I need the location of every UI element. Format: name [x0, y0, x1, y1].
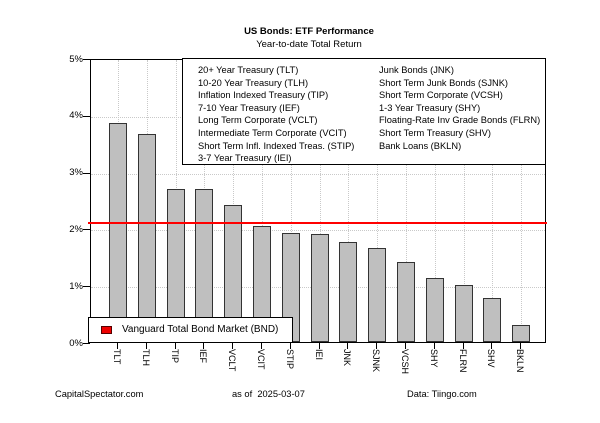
bar-FLRN: [454, 285, 473, 342]
y-axis-label: 0%: [69, 337, 83, 349]
y-axis-label: 1%: [69, 280, 83, 292]
x-axis-label-FLRN: FLRN: [457, 349, 468, 373]
title-block: US Bonds: ETF Performance Year-to-date T…: [81, 25, 537, 51]
etf-legend-item: 20+ Year Treasury (TLT): [198, 65, 299, 75]
x-axis-tick: [174, 343, 176, 349]
x-axis-tick: [203, 343, 205, 349]
grid-line-v: [262, 60, 263, 342]
y-axis-tick: [83, 229, 90, 231]
etf-legend-item: Intermediate Term Corporate (VCIT): [198, 127, 347, 138]
x-axis-tick: [433, 343, 435, 349]
y-axis-tick: [83, 286, 90, 288]
x-axis-label-VCIT: VCIT: [256, 349, 266, 370]
x-axis-tick: [145, 343, 147, 349]
x-axis-label-JNK: JNK: [342, 349, 353, 367]
etf-legend-item: Floating-Rate Inv Grade Bonds (FLRN): [379, 115, 541, 126]
footer-data-source: Data: Tiingo.com: [407, 389, 477, 399]
x-axis-tick: [462, 343, 464, 349]
bar-BKLN: [512, 324, 531, 342]
x-axis-label-BKLN: BKLN: [515, 349, 526, 373]
page-title: US Bonds: ETF Performance: [244, 26, 374, 37]
grid-line-v: [463, 60, 465, 342]
x-axis-tick: [318, 343, 320, 349]
x-axis-label-SHV: SHV: [486, 349, 497, 368]
x-axis-label-STIP: STIP: [284, 349, 295, 370]
x-axis-label-TLT: TLT: [112, 349, 122, 365]
x-axis-label-VCLT: VCLT: [227, 349, 238, 372]
etf-legend-item: Bank Loans (BKLN): [379, 140, 462, 151]
x-axis-label-IEF: IEF: [198, 349, 209, 364]
bar-IEI: [310, 234, 329, 342]
grid-line-v: [233, 60, 235, 342]
x-axis-tick: [520, 343, 522, 349]
grid-line-h: [91, 230, 545, 232]
x-axis-tick: [491, 343, 493, 349]
grid-line-v: [377, 60, 379, 342]
etf-legend-item: Inflation Indexed Treasury (TIP): [198, 90, 329, 101]
grid-line-v: [434, 60, 436, 342]
etf-legend-right-column: Junk Bonds (JNK) Short Term Junk Bonds (S…: [379, 64, 540, 152]
bar-VCSH: [397, 262, 415, 342]
bar-JNK: [339, 242, 358, 342]
y-axis-label: 3%: [69, 167, 83, 179]
y-axis-tick: [83, 59, 90, 60]
x-axis-label-VCSH: VCSH: [400, 349, 410, 375]
reference-line: [88, 221, 547, 225]
etf-legend-item: Short Term Treasury (SHV): [379, 127, 491, 138]
y-axis-label: 5%: [69, 53, 83, 65]
grid-line-v: [290, 60, 292, 342]
bar-TLH: [137, 134, 156, 342]
footer-date: as of 2025-03-07: [232, 389, 305, 399]
bar-SHV: [483, 298, 502, 342]
grid-line-h: [91, 173, 545, 175]
benchmark-red-square-marker: [101, 326, 112, 334]
etf-legend-item: 10-20 Year Treasury (TLH): [198, 77, 309, 88]
x-axis-label-TIP: TIP: [169, 349, 180, 364]
x-axis-tick: [261, 343, 262, 349]
grid-line-v: [406, 60, 407, 342]
y-axis-tick: [83, 115, 90, 117]
x-axis-tick: [117, 343, 118, 349]
bar-TLT: [109, 123, 127, 342]
y-axis-label: 2%: [69, 223, 83, 235]
etf-legend-box: 20+ Year Treasury (TLT) 10-20 Year Treasu…: [182, 58, 546, 165]
etf-legend-item: Junk Bonds (JNK): [379, 65, 454, 75]
benchmark-label: Vanguard Total Bond Market (BND): [122, 324, 279, 335]
etf-legend-item: Short Term Junk Bonds (SJNK): [379, 77, 508, 88]
etf-legend-item: 3-7 Year Treasury (IEI): [198, 153, 292, 164]
etf-legend-item: 7-10 Year Treasury (IEF): [198, 102, 300, 113]
x-axis-tick: [347, 343, 349, 349]
y-axis-label: 4%: [69, 110, 83, 122]
grid-line-v: [348, 60, 350, 342]
bar-SHY: [425, 277, 444, 342]
etf-legend-item: Short Term Infl. Indexed Treas. (STIP): [198, 140, 355, 151]
grid-line-v: [319, 60, 321, 342]
x-axis-label-TLH: TLH: [140, 349, 151, 367]
y-axis-tick: [83, 172, 90, 174]
x-axis-tick: [289, 343, 291, 349]
etf-legend-item: Short Term Corporate (VCSH): [379, 90, 503, 101]
x-axis-label-SHY: SHY: [428, 349, 439, 368]
etf-legend-item: Long Term Corporate (VCLT): [198, 115, 318, 126]
page-subtitle: Year-to-date Total Return: [256, 39, 362, 50]
bar-SJNK: [368, 247, 387, 342]
x-axis-tick: [376, 343, 378, 349]
x-axis-label-SJNK: SJNK: [371, 349, 382, 373]
grid-line-v: [492, 60, 494, 342]
benchmark-legend-box: Vanguard Total Bond Market (BND): [88, 317, 293, 343]
etf-legend-left-column: 20+ Year Treasury (TLT) 10-20 Year Treasu…: [198, 64, 354, 165]
x-axis-label-IEI: IEI: [313, 349, 324, 361]
y-axis-tick: [83, 343, 90, 344]
x-axis-tick: [232, 343, 234, 349]
x-axis-tick: [405, 343, 406, 349]
grid-line-v: [521, 60, 523, 342]
etf-legend-item: 1-3 Year Treasury (SHY): [379, 102, 481, 113]
footer-source: CapitalSpectator.com: [55, 389, 144, 399]
